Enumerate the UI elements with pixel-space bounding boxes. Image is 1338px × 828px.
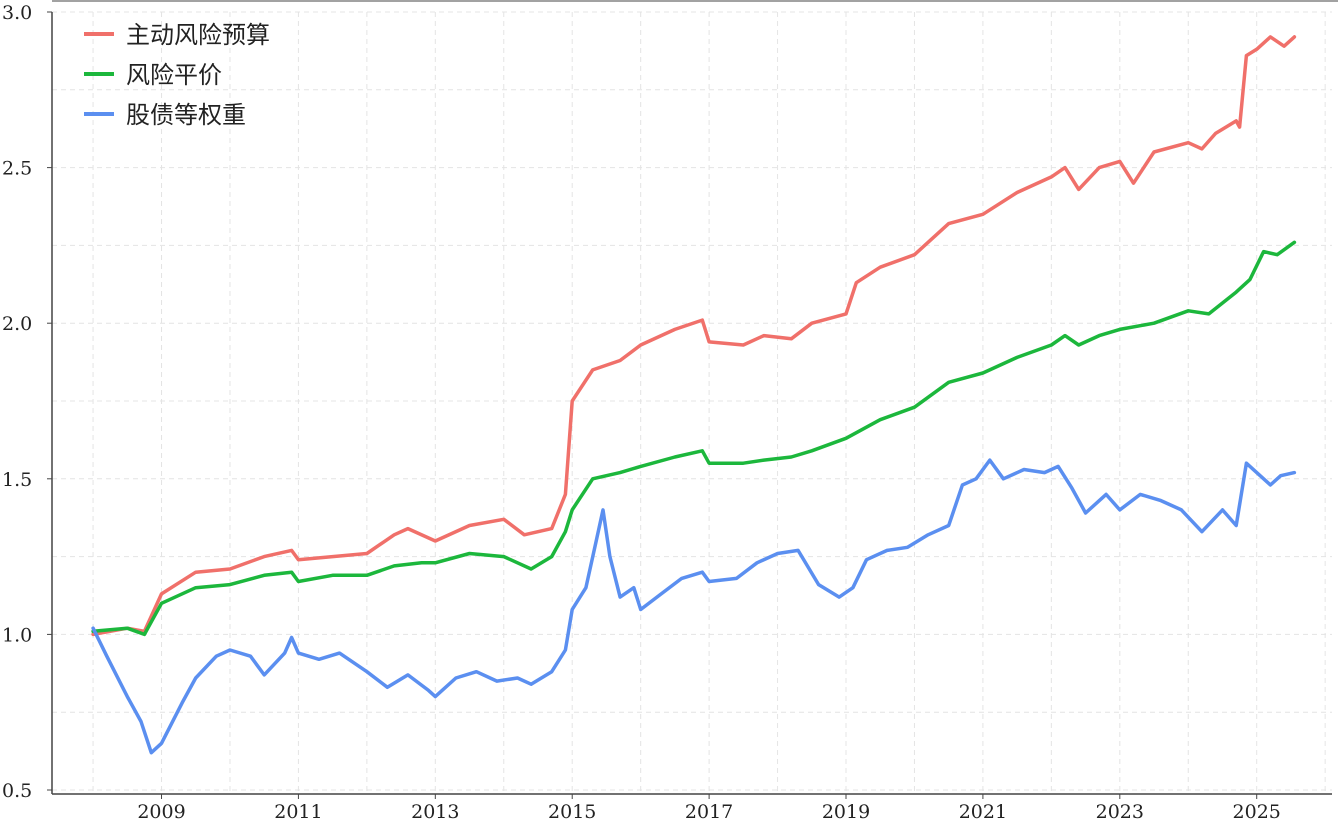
x-tick-label: 2017 [685,801,733,823]
series-line [91,240,1297,637]
x-tick-label: 2025 [1233,801,1281,823]
x-tick-label: 2015 [548,801,596,823]
series-line [91,458,1297,755]
y-tick-label: 1.5 [2,469,32,491]
x-tick-label: 2019 [822,801,870,823]
y-tick-labels: 0.5 1.0 1.5 2.0 2.5 3.0 [2,2,52,802]
y-tick-label: 2.0 [2,313,32,335]
legend-label: 主动风险预算 [126,21,270,49]
series-line [91,35,1297,637]
axes [51,0,1338,795]
x-tick-label: 2011 [274,801,322,823]
series-lines [91,35,1297,755]
x-tick-labels: 2009 2011 2013 2015 2017 2019 2021 2023 2025 [137,794,1281,823]
legend-label: 股债等权重 [126,101,246,129]
y-tick-label: 0.5 [2,780,32,802]
y-tick-label: 3.0 [2,2,32,24]
legend-item: 股债等权重 [84,101,246,129]
grid-lines [52,11,1332,794]
legend: 主动风险预算 风险平价 股债等权重 [84,21,270,129]
x-tick-label: 2013 [411,801,459,823]
legend-item: 风险平价 [84,61,222,89]
legend-item: 主动风险预算 [84,21,270,49]
y-tick-label: 1.0 [2,624,32,646]
x-tick-label: 2009 [137,801,185,823]
x-tick-label: 2023 [1096,801,1144,823]
y-tick-label: 2.5 [2,158,32,180]
legend-label: 风险平价 [126,61,222,89]
x-tick-label: 2021 [959,801,1007,823]
